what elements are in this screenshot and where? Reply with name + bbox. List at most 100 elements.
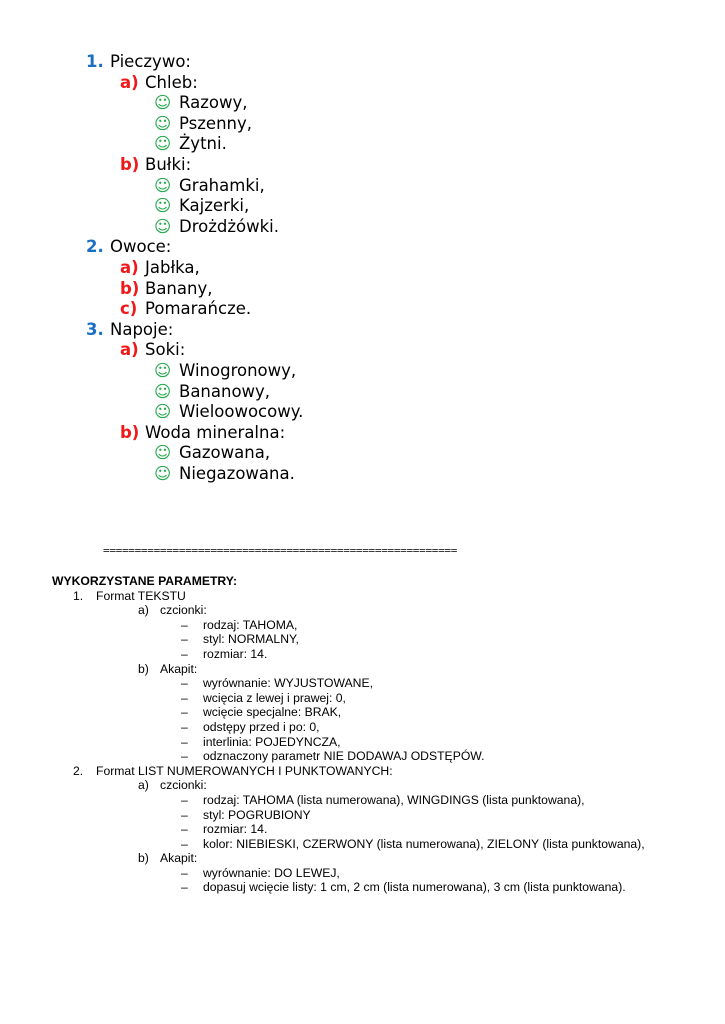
smiley-face-icon: ☺ [154, 93, 172, 113]
list-letter: a) [120, 257, 139, 277]
list-item-text: interlinia: POJEDYNCZA, [203, 734, 341, 749]
param-item-level1: 1. Format TEKSTU [0, 589, 725, 604]
dash-bullet-icon: – [181, 749, 188, 764]
list-item-level1: 2. Owoce: [0, 237, 725, 258]
param-item-level3: – styl: NORMALNY, [0, 632, 725, 647]
list-item-text: styl: NORMALNY, [203, 632, 299, 647]
param-item-level1: 2. Format LIST NUMEROWANYCH I PUNKTOWANYC… [0, 764, 725, 779]
list-item-text: Woda mineralna: [145, 422, 286, 442]
dash-bullet-icon: – [181, 705, 188, 720]
list-item-text: odznaczony parametr NIE DODAWAJ ODSTĘPÓW… [203, 749, 485, 764]
list-item-level3: ☺ Bananowy, [0, 382, 725, 403]
smiley-face-icon: ☺ [154, 402, 172, 422]
list-item-level2: c) Pomarańcze. [0, 299, 725, 320]
dash-bullet-icon: – [181, 646, 188, 661]
list-item-text: rodzaj: TAHOMA (lista numerowana), WINGD… [203, 792, 585, 807]
dash-bullet-icon: – [181, 676, 188, 691]
list-item-text: Niegazowana. [179, 463, 295, 483]
smiley-face-icon: ☺ [154, 175, 172, 195]
dash-bullet-icon: – [181, 719, 188, 734]
smiley-face-icon: ☺ [154, 216, 172, 236]
list-item-text: Kajzerki, [179, 196, 250, 216]
separator-line: ========================================… [103, 544, 458, 557]
param-item-level3: – styl: POGRUBIONY [0, 808, 725, 823]
list-item-text: Chleb: [145, 72, 198, 92]
list-letter: b) [138, 661, 149, 676]
param-item-level3: – interlinia: POJEDYNCZA, [0, 735, 725, 750]
param-item-level3: – wyrównanie: WYJUSTOWANE, [0, 676, 725, 691]
list-item-text: Żytni. [179, 134, 227, 154]
param-item-level3: – odznaczony parametr NIE DODAWAJ ODSTĘPÓ… [0, 749, 725, 764]
parameters-list: 1. Format TEKSTU a) czcionki: – rodzaj: TAHOM… [0, 589, 725, 895]
list-item-text: Akapit: [160, 661, 198, 676]
list-item-level2: b) Bułki: [0, 155, 725, 176]
list-item-text: Grahamki, [179, 175, 265, 195]
dash-bullet-icon: – [181, 880, 188, 895]
list-item-level3: ☺ Razowy, [0, 93, 725, 114]
list-item-text: Razowy, [179, 93, 248, 113]
param-item-level3: – rozmiar: 14. [0, 647, 725, 662]
list-item-level2: b) Woda mineralna: [0, 423, 725, 444]
list-item-text: Wieloowocowy. [179, 402, 304, 422]
param-item-level2: a) czcionki: [0, 603, 725, 618]
list-item-text: Soki: [145, 340, 186, 360]
list-item-text: dopasuj wcięcie listy: 1 cm, 2 cm (lista… [203, 880, 626, 895]
list-item-text: Pszenny, [179, 113, 252, 133]
param-item-level3: – kolor: NIEBIESKI, CZERWONY (lista numer… [0, 837, 725, 852]
param-item-level2: b) Akapit: [0, 662, 725, 677]
dash-bullet-icon: – [181, 836, 188, 851]
dash-bullet-icon: – [181, 865, 188, 880]
list-item-text: Winogronowy, [179, 360, 297, 380]
list-item-text: Jabłka, [145, 257, 200, 277]
list-item-text: Bułki: [145, 154, 192, 174]
list-item-level3: ☺ Drożdżówki. [0, 217, 725, 238]
parameters-heading: WYKORZYSTANE PARAMETRY: [52, 574, 238, 588]
main-outline-list: 1. Pieczywo: a) Chleb: ☺ Razowy, ☺ Pszenny, ☺ Żyt… [0, 52, 725, 484]
list-item-level3: ☺ Kajzerki, [0, 196, 725, 217]
list-item-text: Format TEKSTU [96, 588, 186, 603]
list-item-text: kolor: NIEBIESKI, CZERWONY (lista numero… [203, 836, 645, 851]
list-item-text: rozmiar: 14. [203, 822, 268, 837]
list-number: 1. [73, 588, 84, 603]
list-item-level3: ☺ Grahamki, [0, 176, 725, 197]
list-item-text: wyrównanie: DO LEWEJ, [203, 865, 340, 880]
list-number: 2. [73, 763, 84, 778]
list-letter: b) [120, 154, 140, 174]
list-item-level2: a) Soki: [0, 340, 725, 361]
list-letter: a) [138, 778, 149, 793]
list-item-text: wcięcie specjalne: BRAK, [203, 705, 342, 720]
list-item-text: Akapit: [160, 851, 198, 866]
list-number: 1. [86, 52, 104, 71]
dash-bullet-icon: – [181, 690, 188, 705]
param-item-level3: – wcięcia z lewej i prawej: 0, [0, 691, 725, 706]
dash-bullet-icon: – [181, 617, 188, 632]
list-item-text: Pieczywo: [110, 52, 191, 71]
list-item-text: czcionki: [160, 603, 207, 618]
list-item-text: Pomarańcze. [145, 299, 252, 319]
list-item-text: Format LIST NUMEROWANYCH I PUNKTOWANYCH: [96, 763, 393, 778]
dash-bullet-icon: – [181, 632, 188, 647]
param-item-level3: – rodzaj: TAHOMA, [0, 618, 725, 633]
param-item-level2: b) Akapit: [0, 851, 725, 866]
list-item-level1: 3. Napoje: [0, 320, 725, 341]
list-number: 2. [86, 237, 104, 257]
dash-bullet-icon: – [181, 807, 188, 822]
list-letter: a) [138, 603, 149, 618]
param-item-level2: a) czcionki: [0, 778, 725, 793]
list-item-text: Banany, [145, 278, 213, 298]
list-item-level3: ☺ Wieloowocowy. [0, 402, 725, 423]
list-item-text: rodzaj: TAHOMA, [203, 617, 298, 632]
smiley-face-icon: ☺ [154, 134, 172, 154]
list-item-level1: 1. Pieczywo: [0, 52, 725, 73]
smiley-face-icon: ☺ [154, 360, 172, 380]
list-item-text: rozmiar: 14. [203, 646, 268, 661]
list-item-level2: b) Banany, [0, 279, 725, 300]
list-letter: b) [120, 278, 140, 298]
list-item-text: wcięcia z lewej i prawej: 0, [203, 690, 346, 705]
list-item-level2: a) Chleb: [0, 73, 725, 94]
smiley-face-icon: ☺ [154, 443, 172, 463]
list-letter: a) [120, 340, 139, 360]
smiley-face-icon: ☺ [154, 196, 172, 216]
list-item-text: Bananowy, [179, 381, 271, 401]
param-item-level3: – wyrównanie: DO LEWEJ, [0, 866, 725, 881]
